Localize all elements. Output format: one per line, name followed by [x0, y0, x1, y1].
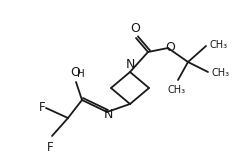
Text: O: O [165, 41, 175, 53]
Text: CH₃: CH₃ [168, 85, 186, 95]
Text: F: F [39, 100, 45, 114]
Text: CH₃: CH₃ [210, 40, 228, 50]
Text: F: F [47, 141, 53, 154]
Text: N: N [125, 58, 135, 71]
Text: N: N [103, 108, 113, 120]
Text: CH₃: CH₃ [212, 68, 230, 78]
Text: O: O [130, 22, 140, 35]
Text: O: O [70, 66, 80, 79]
Text: H: H [77, 69, 85, 79]
